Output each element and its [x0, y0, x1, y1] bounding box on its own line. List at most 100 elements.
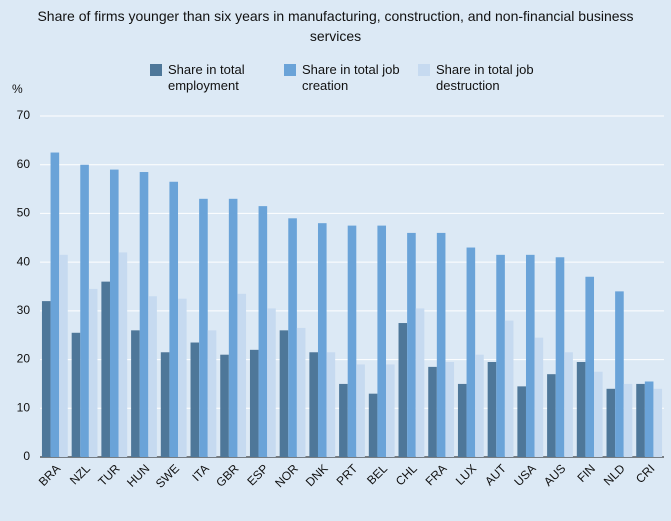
- bar: [131, 330, 140, 457]
- y-tick-label: 30: [17, 303, 31, 317]
- bar: [169, 181, 179, 457]
- bar: [178, 298, 187, 457]
- legend-item: Share in total employment: [150, 62, 270, 94]
- bar: [88, 288, 98, 457]
- bar: [415, 308, 425, 457]
- legend-label: Share in total job destruction: [436, 62, 534, 93]
- bar: [249, 349, 259, 457]
- bar: [525, 254, 535, 457]
- bar: [267, 308, 276, 457]
- legend-swatch: [150, 64, 162, 76]
- x-tick-label: NLD: [601, 461, 628, 488]
- bar: [220, 354, 229, 457]
- bar: [296, 327, 306, 457]
- bar: [636, 383, 645, 457]
- bar: [339, 383, 348, 457]
- x-tick-label: CHL: [393, 461, 420, 488]
- bar: [199, 198, 208, 458]
- bar: [347, 225, 357, 457]
- bar: [517, 386, 526, 457]
- bar: [564, 352, 573, 457]
- y-tick-label: 40: [17, 254, 31, 268]
- bar: [377, 225, 387, 457]
- x-tick-label: GBR: [213, 461, 242, 490]
- bar: [207, 330, 217, 457]
- x-tick-label: ITA: [189, 461, 211, 483]
- bar: [615, 291, 624, 457]
- bar: [190, 342, 200, 457]
- bar: [118, 252, 128, 457]
- y-tick-label: 20: [17, 352, 31, 366]
- x-tick-label: AUS: [541, 461, 568, 488]
- y-tick-label: 10: [17, 400, 31, 414]
- bar: [160, 352, 170, 457]
- bar: [576, 362, 586, 457]
- bar: [288, 218, 297, 457]
- bar: [534, 337, 544, 457]
- bar: [309, 352, 318, 457]
- bar: [228, 198, 238, 458]
- legend-swatch: [284, 64, 296, 76]
- legend: Share in total employment Share in total …: [150, 62, 538, 94]
- x-tick-label: BRA: [36, 461, 63, 488]
- y-tick-label: 0: [23, 449, 30, 463]
- bar: [279, 330, 289, 457]
- bar: [623, 383, 633, 457]
- bar: [644, 381, 654, 457]
- bar: [398, 323, 408, 457]
- x-tick-label: DNK: [303, 461, 331, 489]
- x-tick-label: AUT: [482, 461, 509, 488]
- x-tick-label: TUR: [95, 461, 123, 489]
- bar: [407, 232, 416, 457]
- y-tick-label: 60: [17, 157, 31, 171]
- bar: [386, 364, 395, 457]
- bar: [653, 388, 663, 457]
- bar: [148, 296, 157, 457]
- bar: [326, 352, 336, 457]
- bar: [80, 164, 89, 457]
- bar: [428, 366, 437, 457]
- bar: [547, 374, 556, 457]
- y-axis-label: %: [12, 82, 23, 96]
- x-tick-label: BEL: [364, 461, 390, 487]
- legend-label: Share in total job creation: [302, 62, 400, 93]
- bar: [504, 320, 514, 457]
- bar: [475, 354, 484, 457]
- bar: [139, 172, 149, 457]
- x-tick-label: SWE: [153, 461, 182, 490]
- x-tick-label: NZL: [67, 461, 93, 487]
- bar: [356, 364, 365, 457]
- legend-swatch: [418, 64, 430, 76]
- bar: [258, 206, 268, 457]
- bar: [71, 332, 81, 457]
- bar: [101, 281, 110, 457]
- bar: [436, 232, 446, 457]
- bar: [237, 293, 247, 457]
- bar: [496, 254, 505, 457]
- x-tick-label: FRA: [423, 461, 450, 488]
- x-tick-label: FIN: [575, 461, 599, 485]
- bar: [50, 152, 60, 458]
- bar: [445, 362, 455, 457]
- chart-title: Share of firms younger than six years in…: [37, 8, 634, 44]
- bar: [466, 247, 476, 457]
- legend-item: Share in total job destruction: [418, 62, 538, 94]
- bar: [59, 254, 68, 457]
- bar: [585, 276, 595, 457]
- bar: [606, 388, 616, 457]
- legend-item: Share in total job creation: [284, 62, 404, 94]
- bar: [594, 371, 603, 457]
- bar: [555, 257, 565, 457]
- x-tick-label: HUN: [124, 461, 152, 489]
- bar: [487, 362, 497, 457]
- y-tick-label: 70: [17, 108, 31, 122]
- bar: [317, 223, 327, 457]
- bar: [109, 169, 119, 458]
- bar: [41, 301, 51, 457]
- x-tick-label: PRT: [334, 461, 361, 488]
- bar: [368, 393, 378, 457]
- x-tick-label: NOR: [272, 461, 301, 490]
- x-tick-label: CRI: [633, 461, 658, 486]
